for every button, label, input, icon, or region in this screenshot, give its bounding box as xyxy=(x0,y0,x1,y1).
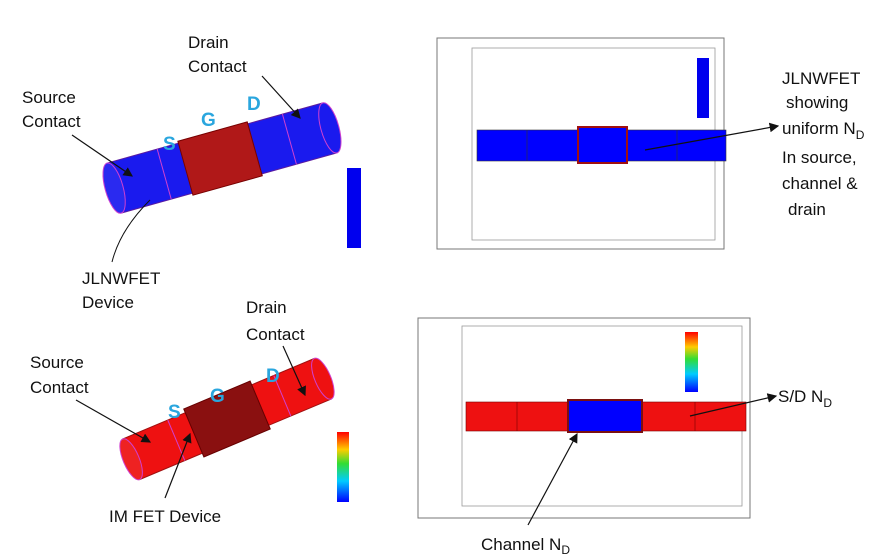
label: S xyxy=(163,134,176,155)
note: JLNWFET showing uniform ND In source, ch… xyxy=(782,69,865,219)
label: IM FET Device xyxy=(109,507,221,526)
label: Channel ND xyxy=(481,535,570,554)
figure: Drain Contact Source Contact S G D JLNWFET… xyxy=(0,0,892,554)
label: channel & xyxy=(782,174,858,193)
label: drain xyxy=(788,200,826,219)
label: JLNWFET Device xyxy=(82,269,160,312)
label-part: Contact xyxy=(188,57,247,76)
label: showing xyxy=(786,93,848,112)
label: G xyxy=(201,110,216,131)
label: uniform ND xyxy=(782,119,865,142)
label-part: Source xyxy=(22,88,76,107)
label: Source Contact xyxy=(30,353,89,397)
label: Drain Contact xyxy=(188,33,247,76)
label-part: uniform N xyxy=(782,119,856,138)
arrow xyxy=(76,400,150,442)
channel xyxy=(578,127,627,163)
divider xyxy=(178,122,262,195)
label-part: D xyxy=(823,396,832,410)
label: JLNWFET xyxy=(782,69,860,88)
label: Drain Contact xyxy=(246,298,305,344)
label-part: Contact xyxy=(246,325,305,344)
label: D xyxy=(266,366,280,387)
colorbar xyxy=(337,432,349,502)
imfet-cylinder xyxy=(114,352,341,487)
arrow xyxy=(72,135,132,176)
label: Source Contact xyxy=(22,88,81,131)
label-part: Contact xyxy=(22,112,81,131)
label: G xyxy=(210,386,225,407)
label-part: Source xyxy=(30,353,84,372)
label-part: Contact xyxy=(30,378,89,397)
label: D xyxy=(247,94,261,115)
label-part: Drain xyxy=(188,33,229,52)
label: S xyxy=(168,402,181,423)
label-part: Drain xyxy=(246,298,287,317)
label-part: D xyxy=(856,128,865,142)
label: In source, xyxy=(782,148,857,167)
label-part: JLNWFET xyxy=(82,269,160,288)
colorbar xyxy=(685,332,698,392)
colorbar xyxy=(347,168,361,248)
colorbar xyxy=(697,58,709,118)
arrow xyxy=(262,76,300,118)
jlnwfet-cylinder xyxy=(98,98,346,217)
label: S/D ND xyxy=(778,387,832,410)
label-part: S/D N xyxy=(778,387,823,406)
channel xyxy=(568,400,642,432)
label-part: Device xyxy=(82,293,134,312)
label-part: Channel N xyxy=(481,535,561,554)
label-part: D xyxy=(561,543,570,554)
